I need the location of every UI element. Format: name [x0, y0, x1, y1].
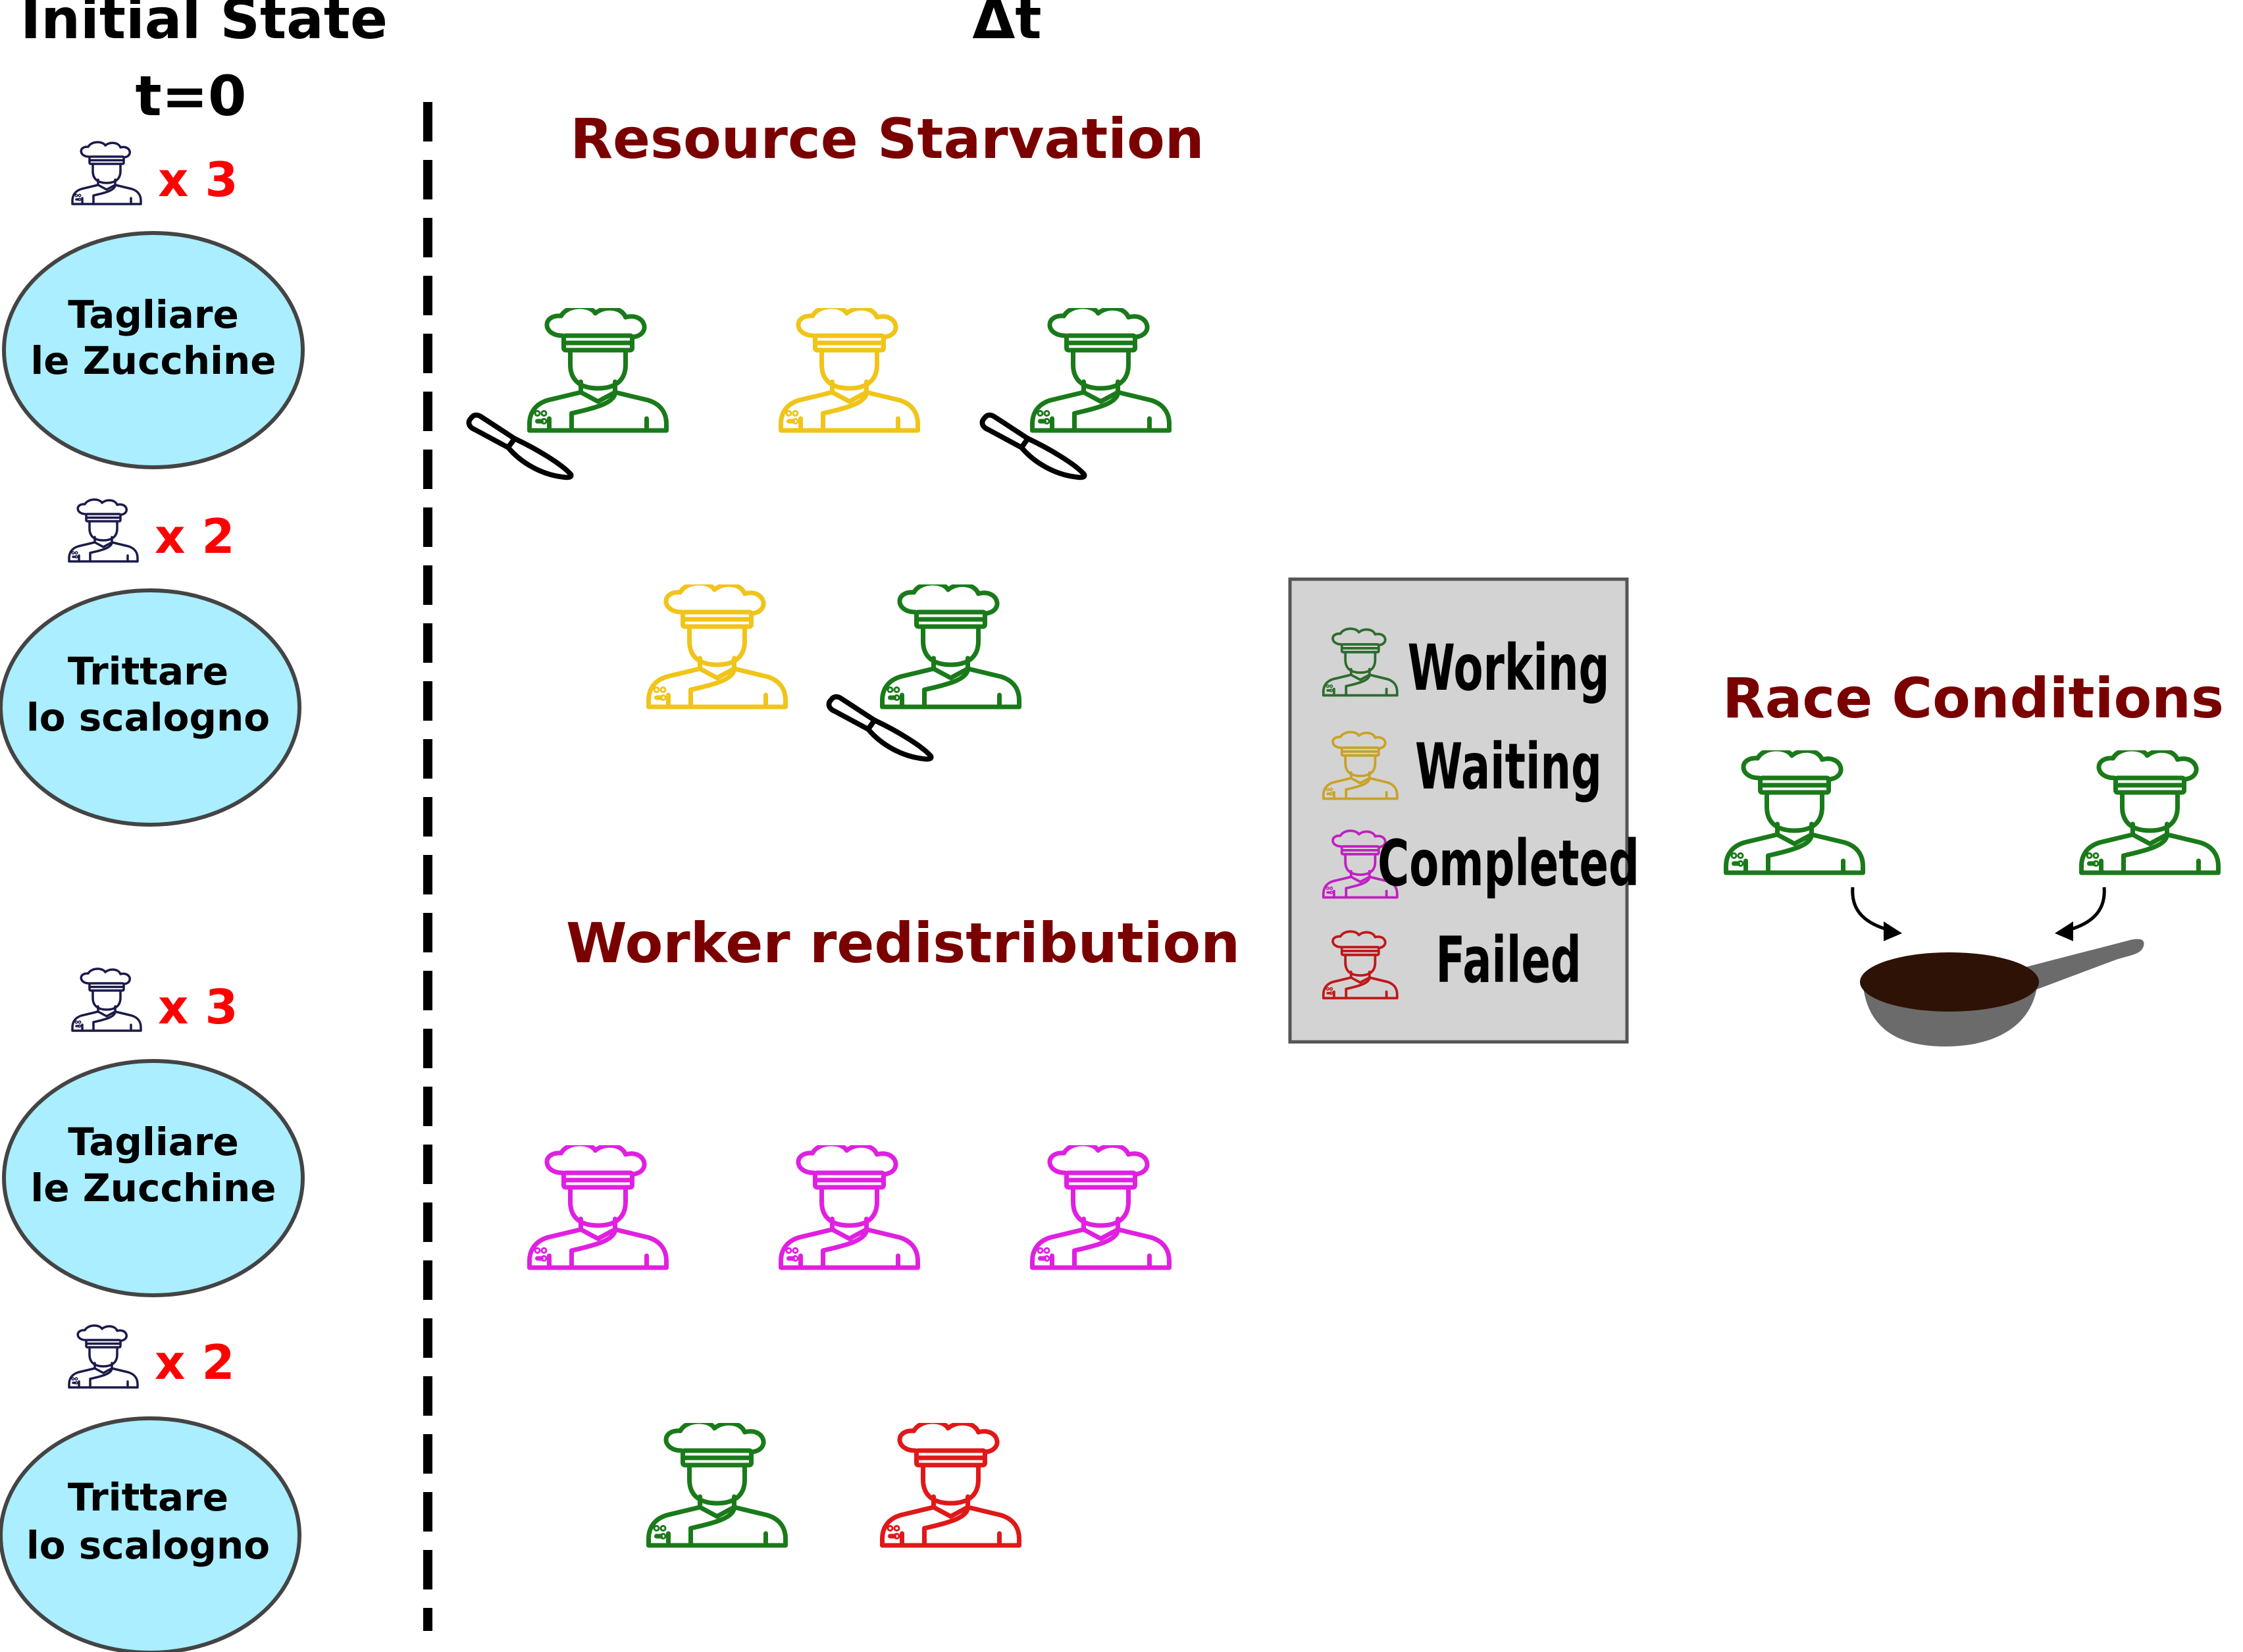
resource-starvation-row-1 [469, 307, 1169, 477]
chef-icon-working [883, 583, 1019, 707]
task-group-4: x 2 Trittare lo scalogno [0, 1324, 301, 1652]
worker-count: x 3 [158, 152, 238, 207]
chef-icon-waiting [649, 583, 786, 707]
chef-icon [68, 498, 139, 563]
task-node[interactable] [2, 231, 305, 469]
task-group-3: x 3 Tagliare le Zucchine [2, 968, 305, 1297]
task-label-line1: Trittare [68, 649, 228, 694]
legend-label-completed: Completed [1378, 827, 1639, 900]
task-label-line1: Trittare [68, 1475, 228, 1520]
worker-count: x 2 [155, 509, 235, 564]
chef-icon [71, 968, 142, 1032]
chef-icon-working [1033, 307, 1170, 430]
chef-icon-working [530, 307, 667, 430]
worker-count: x 3 [158, 979, 238, 1035]
task-label-line1: Tagliare [68, 1120, 239, 1164]
curved-arrow-icon [1851, 887, 1902, 941]
task-label-line2: le Zucchine [30, 338, 276, 383]
legend-label-failed: Failed [1435, 923, 1581, 997]
chef-icon-working [1726, 749, 1863, 873]
task-label-line2: lo scalogno [26, 1523, 270, 1568]
worker-count: x 2 [155, 1335, 235, 1390]
chef-icon-failed [883, 1422, 1019, 1545]
task-label-line2: le Zucchine [30, 1166, 276, 1210]
task-label-line2: lo scalogno [26, 695, 270, 740]
frying-pan-icon [1860, 939, 2144, 1046]
worker-redistribution-title: Worker redistribution [566, 911, 1240, 975]
chef-icon-working [2082, 749, 2219, 873]
chef-icon-completed [1033, 1144, 1170, 1268]
task-label-line1: Tagliare [68, 292, 239, 337]
delta-t-title: Δt [972, 0, 1041, 51]
resource-starvation-title: Resource Starvation [570, 107, 1204, 171]
chef-icon-working [649, 1422, 786, 1545]
task-node[interactable] [0, 1416, 301, 1652]
race-conditions-title: Race Conditions [1722, 666, 2224, 731]
curved-arrow-icon [2055, 887, 2106, 941]
task-group-1: x 3 Tagliare le Zucchine [2, 141, 305, 469]
race-conditions-group [1726, 749, 2219, 1046]
task-node[interactable] [2, 1059, 305, 1297]
initial-state-time: t=0 [136, 64, 247, 128]
task-node[interactable] [0, 588, 301, 827]
chef-icon [71, 141, 142, 205]
chef-icon-waiting [781, 307, 918, 430]
legend: Working Waiting Completed Failed [1288, 577, 1639, 1044]
chef-icon [68, 1324, 139, 1389]
initial-state-title: Initial State [20, 0, 388, 51]
task-group-2: x 2 Trittare lo scalogno [0, 498, 301, 827]
resource-starvation-row-2 [649, 583, 1019, 759]
knife-icon [469, 415, 571, 478]
worker-redistribution-row-1 [530, 1144, 1170, 1268]
chef-icon-completed [530, 1144, 667, 1268]
worker-redistribution-row-2 [649, 1422, 1019, 1545]
legend-label-working: Working [1408, 631, 1610, 705]
legend-label-waiting: Waiting [1415, 730, 1602, 804]
chef-icon-completed [781, 1144, 918, 1268]
